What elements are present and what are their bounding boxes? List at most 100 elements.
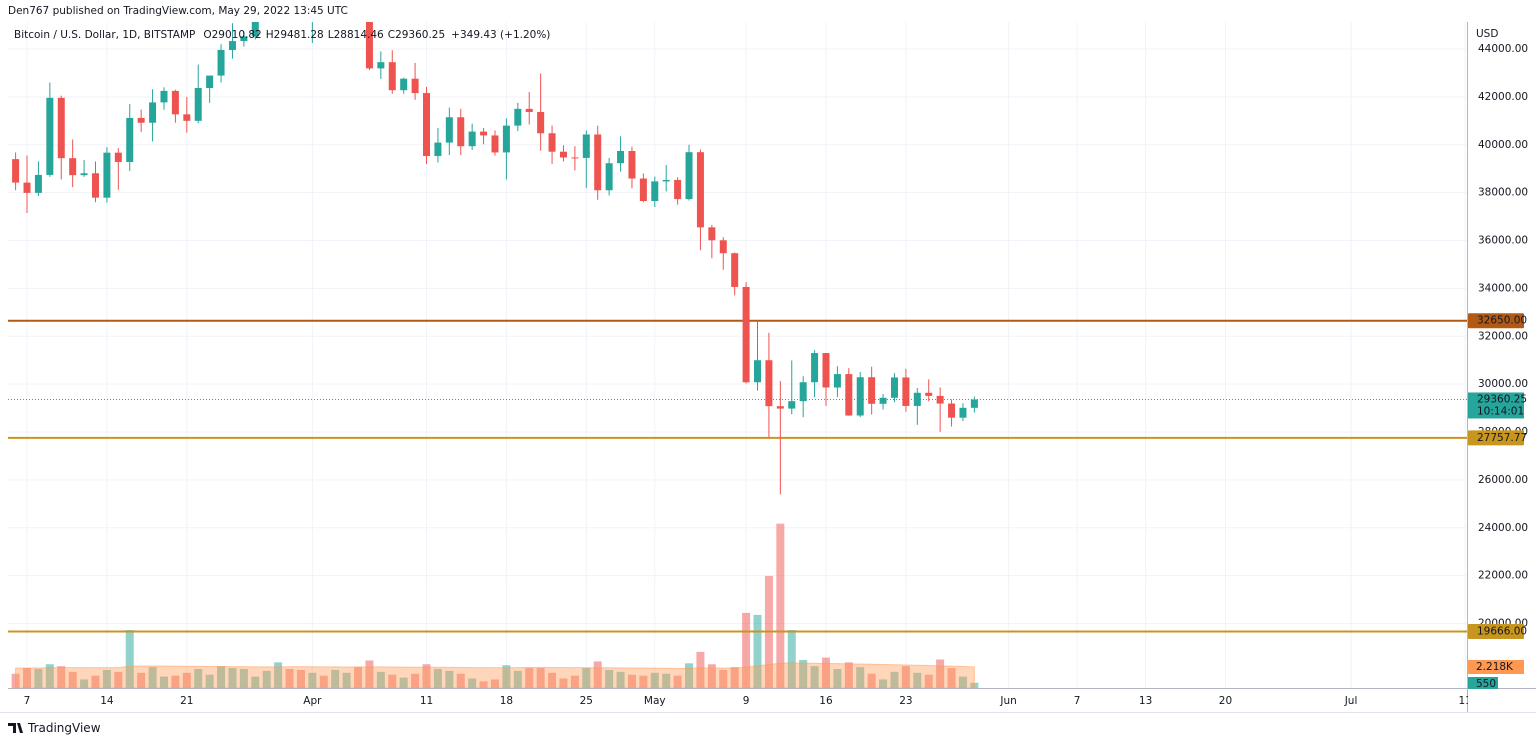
volume-bar [833,669,842,688]
candle-body [788,401,796,409]
x-tick-label: 7 [1074,695,1081,707]
candle-body [754,360,762,383]
candle-body [879,397,887,404]
volume-bar [205,674,214,688]
level-label: 27757.77 [1477,432,1527,444]
volume-bar [719,669,728,688]
candle-body [171,90,179,115]
candle-body [400,78,408,91]
footer-brand: TradingView [27,721,101,735]
x-tick-label: 9 [743,695,750,707]
x-tick-label: 14 [100,695,114,707]
candle-body [594,134,602,191]
volume-bar [159,676,168,688]
x-tick-label: 21 [180,695,193,707]
candle-body [457,117,465,147]
ohlc-key: C [388,29,395,41]
volume-bar [68,671,77,688]
candle-body [480,131,488,136]
candle-body [948,403,956,418]
y-tick-label: 40000.00 [1478,139,1528,151]
candle-body [377,62,385,69]
candle-body [194,88,202,121]
candle-body [628,150,636,179]
volume-last-label: 550 [1476,678,1496,690]
y-tick-label: 26000.00 [1478,474,1528,486]
x-tick-label: 20 [1219,695,1232,707]
volume-bar [45,664,54,688]
y-tick-label: 44000.00 [1478,43,1528,55]
volume-bar [34,669,43,688]
candle-body [91,173,99,198]
x-tick-label: 7 [24,695,31,707]
candle-body [970,399,978,408]
volume-bar [148,667,157,688]
volume-bar [479,681,488,688]
candle-body [149,102,157,123]
candle-body [559,151,567,158]
x-tick-label: 23 [899,695,912,707]
level-label-box [1468,313,1524,329]
volume-bar [285,669,294,688]
candle-body [696,152,704,228]
volume-bar [365,660,374,688]
volume-ma-area [15,662,975,688]
candle-body [902,377,910,406]
volume-bar [319,675,328,688]
candle-body [57,97,65,159]
volume-bar [582,668,591,688]
candle-body [708,227,716,241]
candle-body [423,93,431,157]
price-axis: 20000.0022000.0024000.0026000.0028000.00… [1468,43,1528,691]
candle-body [228,41,236,50]
candle-body [217,49,225,76]
volume-bar [913,672,922,688]
candle-body [206,75,214,89]
candle-body [822,353,830,388]
volume-bar [274,662,283,688]
last-price-box [1468,392,1524,419]
volume-bar [171,675,180,688]
symbol: Bitcoin / U.S. Dollar, 1D, BITSTAMP [14,29,195,41]
volume-bar [376,671,385,688]
x-tick-label: May [644,695,666,707]
volume-bar [856,667,865,688]
candle-body [365,22,373,69]
volume-bar [102,669,111,688]
candle-body [468,131,476,147]
candle-body [69,158,77,176]
volume-bar [422,664,431,688]
y-tick-label: 34000.00 [1478,282,1528,294]
x-tick-label: 18 [500,695,513,707]
candle-body [605,163,613,191]
candle-body [765,360,773,407]
plot-area [8,22,1467,688]
candle-body [114,152,122,162]
change: +349.43 (+1.20%) [451,29,550,41]
volume-bar [890,671,899,688]
volume-bar [799,659,808,688]
volume-bar [513,670,522,688]
volume-bar [742,612,751,688]
volume-bar [445,670,454,688]
volume-bar [331,669,340,688]
volume-bar [388,674,397,688]
x-tick-label: Apr [303,695,322,707]
tradingview-logo [8,723,23,733]
volume-bar [958,676,967,688]
candle-body [811,353,819,383]
volume-bar [239,669,248,688]
volume-bar [251,676,260,688]
y-tick-label: 32000.00 [1478,330,1528,342]
last-price-label: 29360.25 [1477,393,1527,405]
volume-bar [673,675,682,688]
volume-bar [399,677,408,688]
volume-bar [342,672,351,688]
volume-bar [753,614,762,688]
candle-body [160,90,168,103]
volume-bar [936,659,945,688]
y-tick-label: 42000.00 [1478,91,1528,103]
candle-body [639,178,647,202]
candle-body [502,125,510,153]
